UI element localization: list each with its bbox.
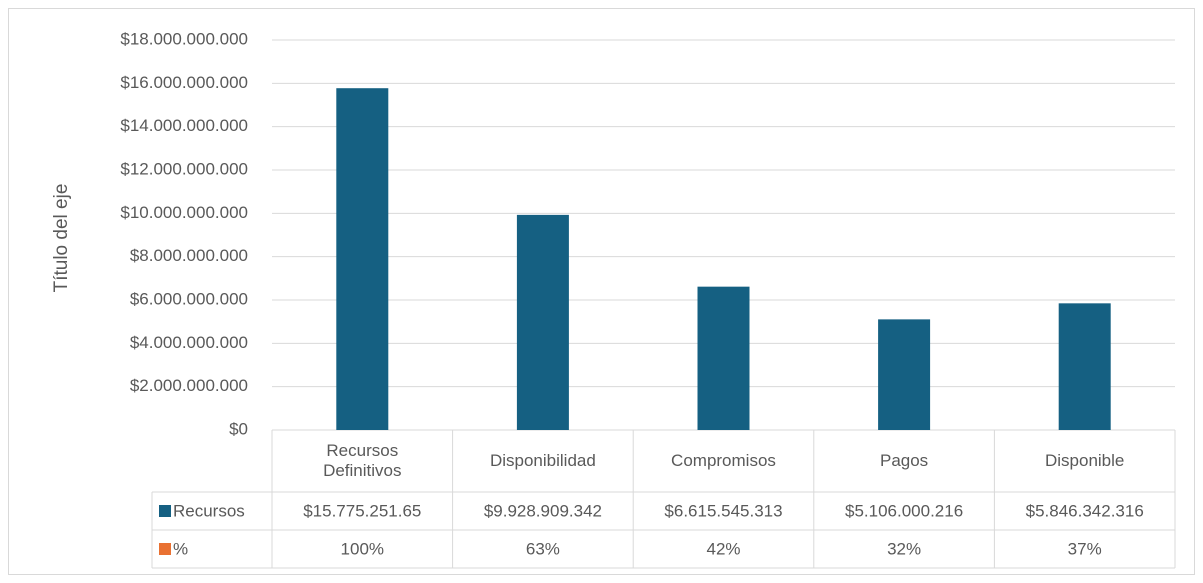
y-tick-label: $0 xyxy=(229,419,248,438)
x-tick-label-box: Compromisos xyxy=(633,430,814,492)
bar xyxy=(1058,303,1111,430)
x-tick-label-box: Disponible xyxy=(994,430,1175,492)
x-tick-label-box: Disponibilidad xyxy=(453,430,634,492)
table-value: $6.615.545.313 xyxy=(664,501,782,520)
x-tick-label: Disponibilidad xyxy=(489,450,596,470)
table-value: $9.928.909.342 xyxy=(484,501,602,520)
legend-label: % xyxy=(173,539,188,558)
legend-key xyxy=(159,543,171,555)
table-value: 37% xyxy=(1068,539,1102,558)
x-tick-label-box: Recursos Definitivos xyxy=(272,430,453,492)
table-value: 42% xyxy=(706,539,740,558)
x-tick-label-box: Pagos xyxy=(814,430,995,492)
legend-label: Recursos xyxy=(173,501,245,520)
x-tick-label-wrap: Recursos Definitivos xyxy=(272,430,453,492)
table-value: $5.846.342.316 xyxy=(1026,501,1144,520)
table-value: 100% xyxy=(341,539,384,558)
table-value: 63% xyxy=(526,539,560,558)
y-tick-label: $12.000.000.000 xyxy=(120,159,248,178)
y-tick-label: $10.000.000.000 xyxy=(120,203,248,222)
bar xyxy=(516,214,569,430)
bar xyxy=(697,286,750,430)
x-tick-label: Compromisos xyxy=(671,450,776,470)
x-tick-label-wrap: Pagos xyxy=(814,430,995,492)
x-tick-label: Pagos xyxy=(879,450,929,470)
table-value: $15.775.251.65 xyxy=(303,501,421,520)
y-tick-label: $6.000.000.000 xyxy=(130,289,248,308)
x-tick-label-wrap: Compromisos xyxy=(633,430,814,492)
legend-key xyxy=(159,505,171,517)
table-value: $5.106.000.216 xyxy=(845,501,963,520)
x-tick-label: Recursos Definitivos xyxy=(323,440,402,480)
y-tick-label: $16.000.000.000 xyxy=(120,73,248,92)
chart-border xyxy=(8,8,1195,575)
y-axis-title: Título del eje xyxy=(51,184,72,293)
y-tick-label: $2.000.000.000 xyxy=(130,376,248,395)
x-tick-label-wrap: Disponible xyxy=(994,430,1175,492)
x-tick-label-wrap: Disponibilidad xyxy=(453,430,634,492)
y-tick-label: $18.000.000.000 xyxy=(120,29,248,48)
y-tick-label: $4.000.000.000 xyxy=(130,333,248,352)
y-tick-label: $14.000.000.000 xyxy=(120,116,248,135)
y-tick-label: $8.000.000.000 xyxy=(130,246,248,265)
x-tick-label: Disponible xyxy=(1044,450,1125,470)
bar xyxy=(336,88,389,430)
bar xyxy=(878,319,931,430)
table-value: 32% xyxy=(887,539,921,558)
